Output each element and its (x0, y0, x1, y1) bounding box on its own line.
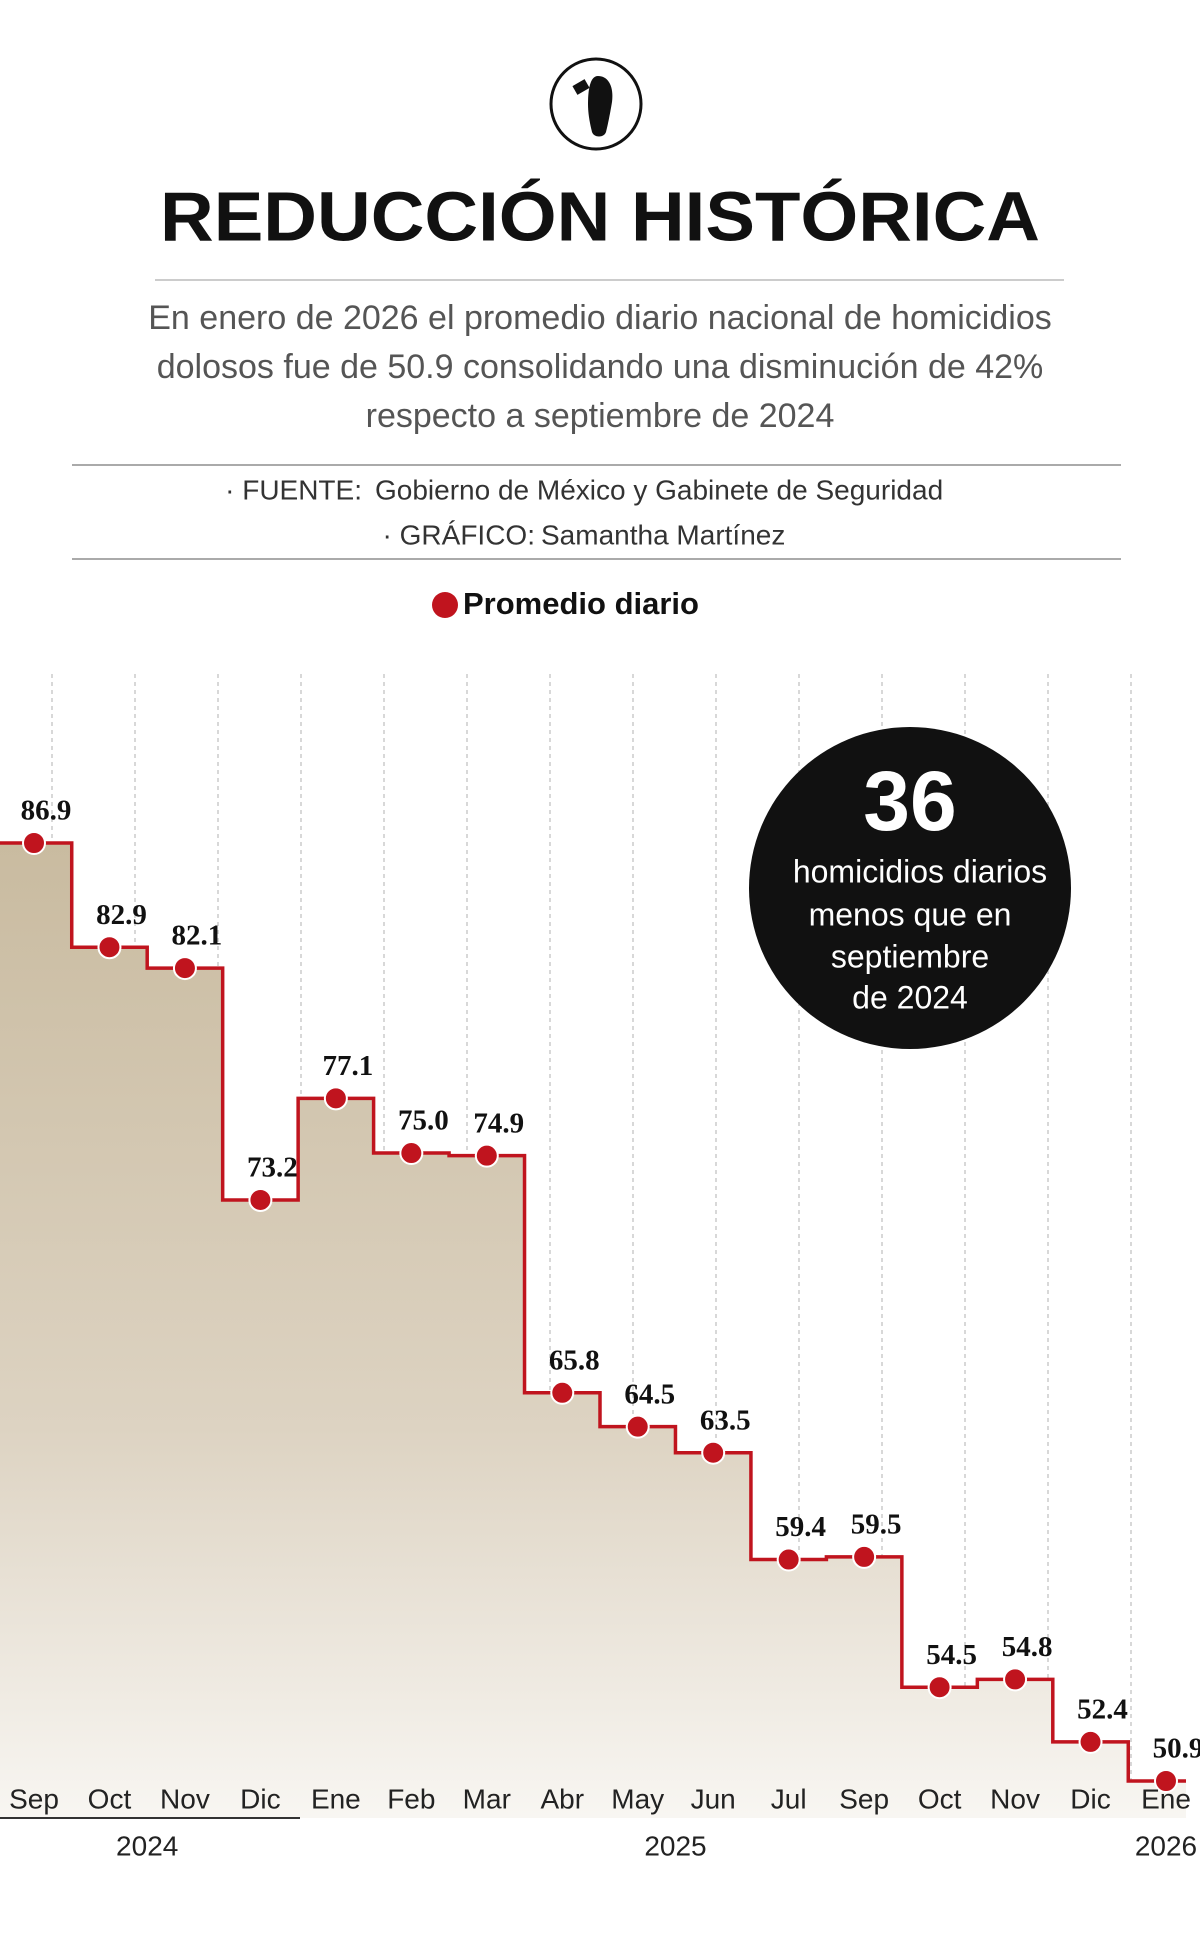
x-tick-label: Abr (540, 1783, 584, 1814)
point (97, 935, 122, 960)
point (776, 1547, 801, 1572)
credit-value: Gobierno de México y Gabinete de Segurid… (375, 474, 943, 505)
value-label: 54.5 (926, 1639, 977, 1671)
value-label: 65.8 (549, 1344, 600, 1376)
area (0, 843, 1186, 1818)
year-label: 2026 (1135, 1830, 1197, 1861)
x-tick-label: Ene (1141, 1783, 1191, 1814)
point (474, 1143, 499, 1168)
point (852, 1544, 877, 1569)
value-label: 77.1 (322, 1050, 373, 1082)
value-label: 82.1 (172, 920, 223, 952)
point (625, 1414, 650, 1439)
point (248, 1187, 273, 1212)
point (1154, 1769, 1178, 1793)
x-tick-label: Mar (463, 1783, 511, 1814)
plot: 86.9 Sep 82.9 Oct 82.1 Nov 73.2 Dic 77.1 Ene 75.0 F… (0, 674, 1200, 1861)
value-label: 64.5 (624, 1378, 675, 1410)
value-label: 75.0 (398, 1105, 449, 1137)
point (927, 1675, 952, 1700)
value-label: 59.4 (775, 1511, 826, 1543)
callout-text: septiembre (831, 938, 989, 974)
x-tick-label: Oct (88, 1783, 132, 1814)
credit-label: · FUENTE: (225, 474, 362, 505)
year-label: 2024 (116, 1830, 178, 1861)
x-tick-label: Nov (160, 1783, 210, 1814)
year-label: 2025 (644, 1830, 706, 1861)
callout-circle (749, 727, 1071, 1049)
x-tick-label: Nov (990, 1783, 1040, 1814)
subtitle: dolosos fue de 50.9 consolidando una dis… (157, 348, 1044, 386)
subtitle: respecto a septiembre de 2024 (366, 397, 835, 435)
point (172, 956, 197, 981)
point (701, 1440, 726, 1465)
value-label: 73.2 (247, 1152, 298, 1184)
x-tick-label: Jun (691, 1783, 736, 1814)
icon (549, 57, 643, 151)
x-tick-label: Jul (771, 1783, 807, 1814)
x-tick-label: Dic (240, 1783, 280, 1814)
point (399, 1141, 424, 1166)
value-label: 59.5 (851, 1509, 902, 1541)
credit-value: Samantha Martínez (541, 519, 785, 550)
point (22, 831, 46, 855)
callout-text: homicidios diarios (793, 853, 1047, 889)
point (1078, 1729, 1103, 1754)
point (1003, 1667, 1028, 1692)
legend-label: Promedio diario (463, 586, 699, 621)
callout-number: 36 (863, 754, 956, 848)
x-tick-label: Oct (918, 1783, 962, 1814)
legend-dot (432, 592, 458, 618)
x-tick-label: Sep (839, 1783, 889, 1814)
point (323, 1086, 348, 1111)
x-tick-label: Feb (387, 1783, 435, 1814)
x-tick-label: Sep (9, 1783, 59, 1814)
callout-text: menos que en (809, 896, 1012, 932)
title: REDUCCIÓN HISTÓRICA (160, 177, 1040, 255)
callout-text: de 2024 (852, 979, 968, 1015)
subtitle: En enero de 2026 el promedio diario naci… (148, 299, 1051, 337)
value-label: 74.9 (473, 1107, 524, 1139)
credit-label: · GRÁFICO: (383, 519, 535, 550)
value-label: 86.9 (21, 795, 72, 827)
callout: 36 homicidios diarios menos que en septi… (749, 727, 1071, 1049)
value-label: 82.9 (96, 899, 147, 931)
point (550, 1380, 575, 1405)
x-tick-label: Ene (311, 1783, 361, 1814)
value-label: 63.5 (700, 1404, 751, 1436)
step-line (0, 841, 1186, 1783)
value-label: 52.4 (1077, 1694, 1128, 1726)
x-tick-label: May (611, 1783, 664, 1814)
x-tick-label: Dic (1070, 1783, 1110, 1814)
value-label: 54.8 (1002, 1631, 1053, 1663)
value-label: 50.9 (1153, 1733, 1200, 1765)
